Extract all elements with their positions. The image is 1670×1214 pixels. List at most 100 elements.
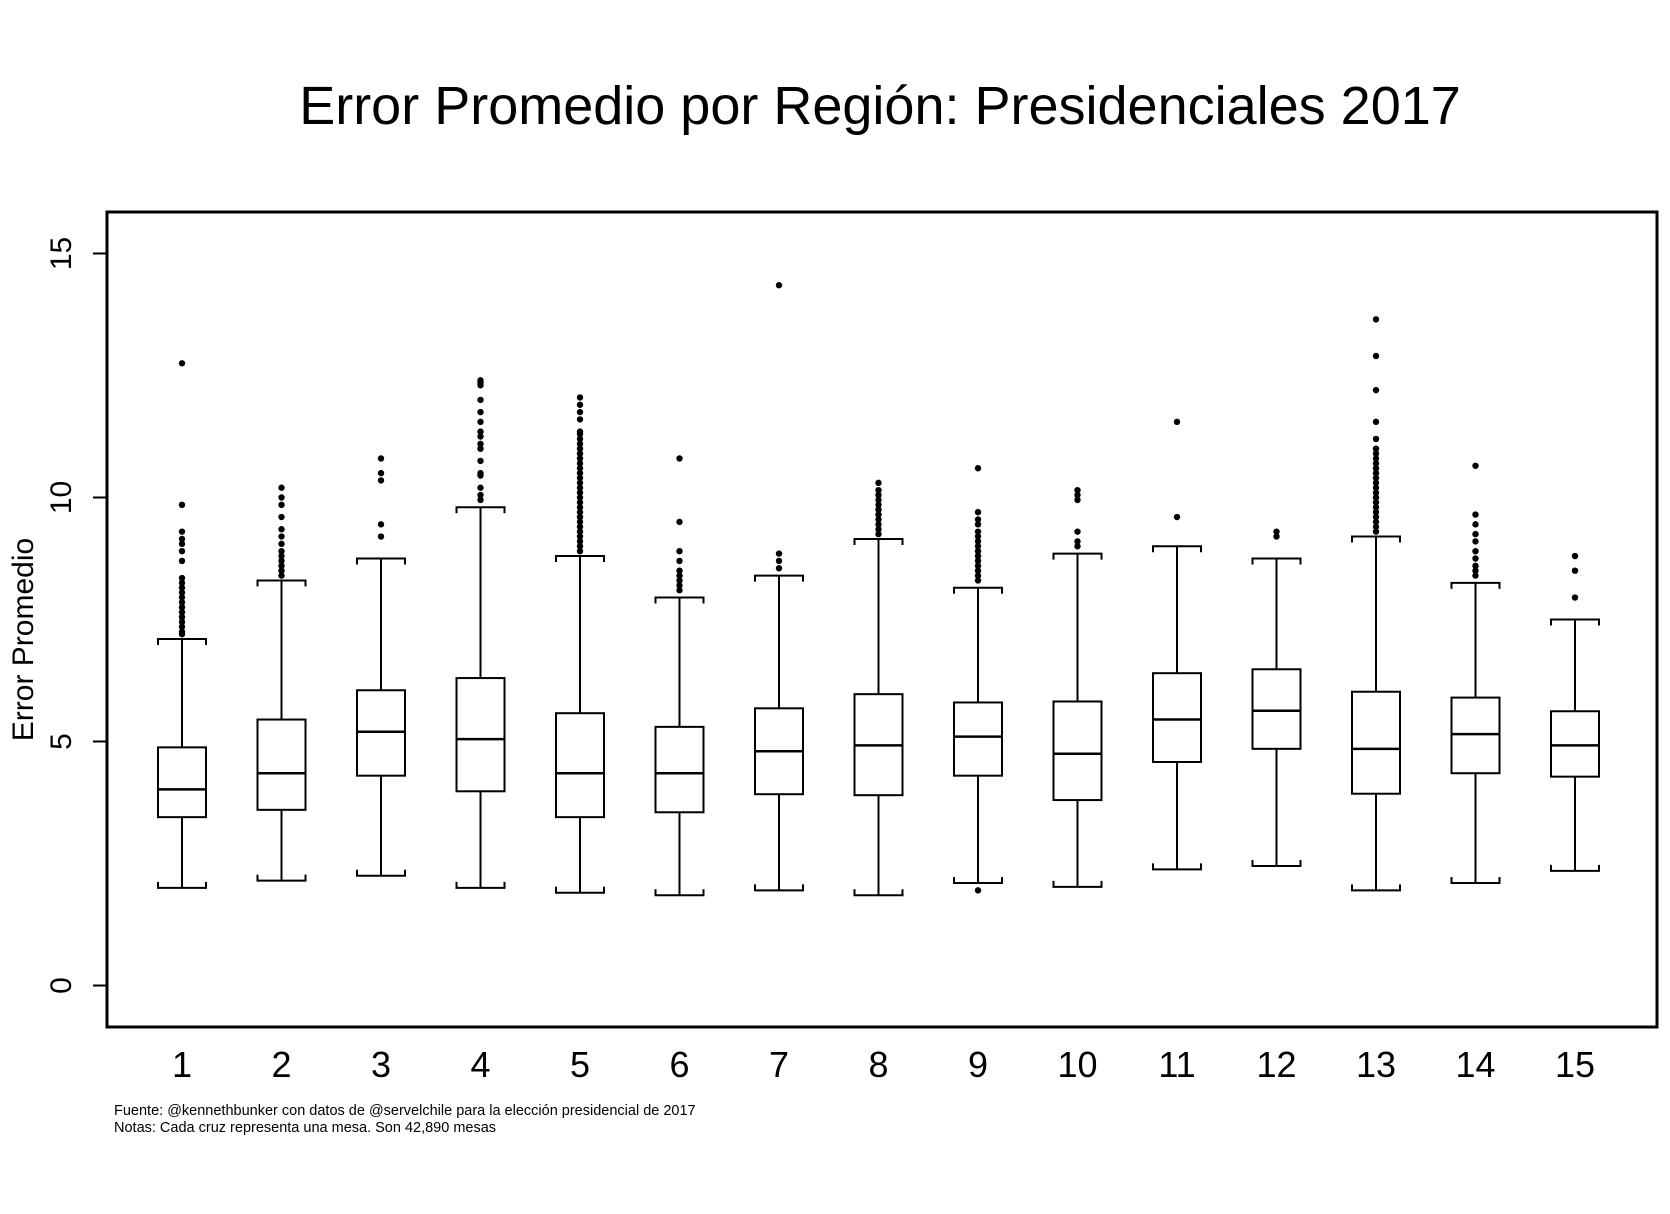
outlier-point <box>875 511 882 518</box>
x-tick-label: 1 <box>172 1044 192 1085</box>
box-region-4 <box>455 377 506 889</box>
box-region-8 <box>853 479 904 897</box>
box-iqr <box>555 712 605 819</box>
outlier-point <box>576 494 584 501</box>
x-axis: 1 2 3 4 5 6 7 8 9 10 11 12 13 14 15 <box>172 1044 1595 1085</box>
outlier-point <box>477 396 484 404</box>
outlier-point <box>1074 486 1081 494</box>
outlier-point <box>1472 562 1479 570</box>
outlier-point <box>278 526 285 533</box>
outlier-point <box>477 418 484 426</box>
whisker-cap-low <box>953 877 1003 885</box>
outlier-point <box>1372 352 1380 360</box>
outlier-point <box>576 484 584 491</box>
outlier-point <box>477 428 484 435</box>
outlier-point <box>1472 555 1479 562</box>
boxes-group <box>157 282 1600 897</box>
outlier-point <box>1372 474 1380 482</box>
box-iqr <box>1251 668 1302 750</box>
outlier-point <box>974 887 982 894</box>
outlier-point <box>1372 445 1380 452</box>
outlier-point <box>974 521 982 528</box>
box-iqr <box>1052 700 1103 802</box>
box-iqr <box>256 718 307 811</box>
x-tick-label: 13 <box>1356 1044 1396 1085</box>
outlier-point <box>1074 496 1081 504</box>
whisker-cap-high <box>356 557 406 565</box>
chart-title: Error Promedio por Región: Presidenciale… <box>299 76 1461 136</box>
outlier-point <box>178 547 186 555</box>
outlier-point <box>477 433 484 440</box>
outlier-point <box>278 557 285 565</box>
outlier-point <box>676 518 683 526</box>
box-region-12 <box>1251 528 1302 867</box>
whisker-cap-low <box>256 874 307 882</box>
outlier-point <box>278 494 285 501</box>
whisker-cap-low <box>157 881 207 889</box>
outlier-point <box>974 516 982 523</box>
whisker-cap-high <box>1052 552 1103 560</box>
outlier-point <box>278 562 285 570</box>
x-tick-label: 7 <box>769 1044 789 1085</box>
outlier-point <box>1074 528 1081 535</box>
outlier-point <box>576 469 584 477</box>
box-iqr <box>1351 690 1401 795</box>
outlier-point <box>576 528 584 535</box>
box-region-6 <box>654 455 705 897</box>
whisker-cap-low <box>1450 877 1501 885</box>
outlier-point <box>178 623 186 631</box>
chart-notes: Fuente: @kennethbunker con datos de @ser… <box>114 1103 696 1137</box>
outlier-point <box>178 613 186 621</box>
x-tick-label: 14 <box>1455 1044 1495 1085</box>
outlier-point <box>576 518 584 526</box>
x-tick-label: 3 <box>371 1044 391 1085</box>
outlier-point <box>676 567 683 574</box>
outlier-point <box>178 599 186 606</box>
outlier-point <box>576 455 584 462</box>
outlier-point <box>974 508 982 516</box>
whisker-cap-low <box>555 886 605 894</box>
whisker-cap-low <box>356 869 406 877</box>
outlier-point <box>1273 528 1280 535</box>
outlier-point <box>477 491 484 499</box>
outlier-point <box>576 401 584 408</box>
outlier-point <box>974 552 982 560</box>
box-iqr <box>654 725 705 814</box>
outlier-point <box>1372 513 1380 521</box>
box-iqr <box>953 701 1003 777</box>
outlier-point <box>974 567 982 574</box>
outlier-point <box>278 540 285 548</box>
outlier-point <box>1372 523 1380 530</box>
whisker-cap-high <box>853 537 904 545</box>
x-tick-label: 6 <box>669 1044 689 1085</box>
outlier-point <box>278 484 285 491</box>
outlier-point <box>974 538 982 545</box>
outlier-point <box>477 457 484 465</box>
outlier-point <box>1372 316 1380 323</box>
box-iqr <box>455 677 506 793</box>
outlier-point <box>974 547 982 555</box>
whisker-cap-high <box>953 586 1003 594</box>
outlier-point <box>1472 462 1479 469</box>
outlier-point <box>178 360 186 367</box>
outlier-point <box>178 608 186 616</box>
outlier-point <box>1173 418 1181 426</box>
outlier-point <box>576 547 584 555</box>
whisker-cap-low <box>1152 863 1202 871</box>
outlier-point <box>576 538 584 545</box>
outlier-point <box>576 508 584 516</box>
outlier-point <box>278 567 285 574</box>
outlier-point <box>875 521 882 528</box>
outlier-point <box>576 394 584 401</box>
outlier-point <box>974 562 982 570</box>
outlier-point <box>576 435 584 443</box>
outlier-point <box>1074 538 1081 545</box>
outlier-point <box>178 618 186 626</box>
whisker-cap-high <box>1351 535 1401 543</box>
x-tick-label: 4 <box>470 1044 490 1085</box>
whisker-cap-low <box>853 889 904 897</box>
outlier-point <box>1372 484 1380 491</box>
box-region-1 <box>157 360 207 889</box>
y-axis: 0 5 10 15 <box>45 237 107 994</box>
